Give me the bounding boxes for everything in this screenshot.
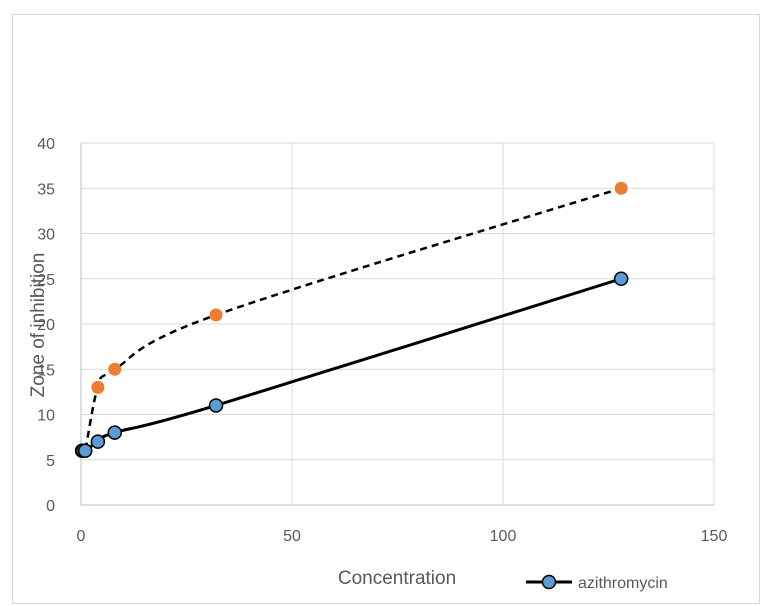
series-1-point — [614, 181, 628, 195]
series-layer — [74, 181, 629, 458]
series-0-point — [77, 443, 93, 458]
x-axis-title: Concentration — [338, 568, 456, 589]
y-tick-label: 10 — [37, 408, 55, 425]
grid-layer — [80, 142, 715, 506]
tick-layer: 0 5 10 15 20 25 30 35 40 0 50 100 150 — [37, 136, 727, 545]
x-tick-label: 50 — [283, 528, 301, 545]
y-tick-label: 30 — [37, 227, 55, 244]
y-tick-label: 5 — [46, 453, 55, 470]
y-tick-label: 20 — [37, 317, 55, 334]
series-0-point — [90, 434, 106, 449]
y-axis-title: Zone of inhibition — [28, 253, 49, 398]
x-tick-label: 150 — [701, 528, 728, 545]
series-0-point — [107, 425, 123, 440]
y-tick-label: 0 — [46, 498, 55, 515]
y-tick-label: 35 — [37, 181, 55, 198]
series-1-point — [209, 308, 223, 322]
y-tick-label: 40 — [37, 136, 55, 153]
legend: azithromycin — [526, 574, 668, 592]
y-tick-label: 15 — [37, 362, 55, 379]
series-line-0 — [81, 277, 622, 453]
series-1-point — [91, 380, 105, 394]
x-tick-label: 0 — [77, 528, 86, 545]
legend-marker — [541, 574, 557, 590]
series-1-point — [108, 362, 122, 376]
legend-label: azithromycin — [578, 575, 668, 592]
chart-frame — [12, 14, 760, 604]
series-0-point — [208, 398, 224, 413]
series-0-point — [613, 271, 629, 286]
y-tick-label: 25 — [37, 272, 55, 289]
series-line-1 — [81, 187, 622, 457]
x-tick-label: 100 — [490, 528, 517, 545]
